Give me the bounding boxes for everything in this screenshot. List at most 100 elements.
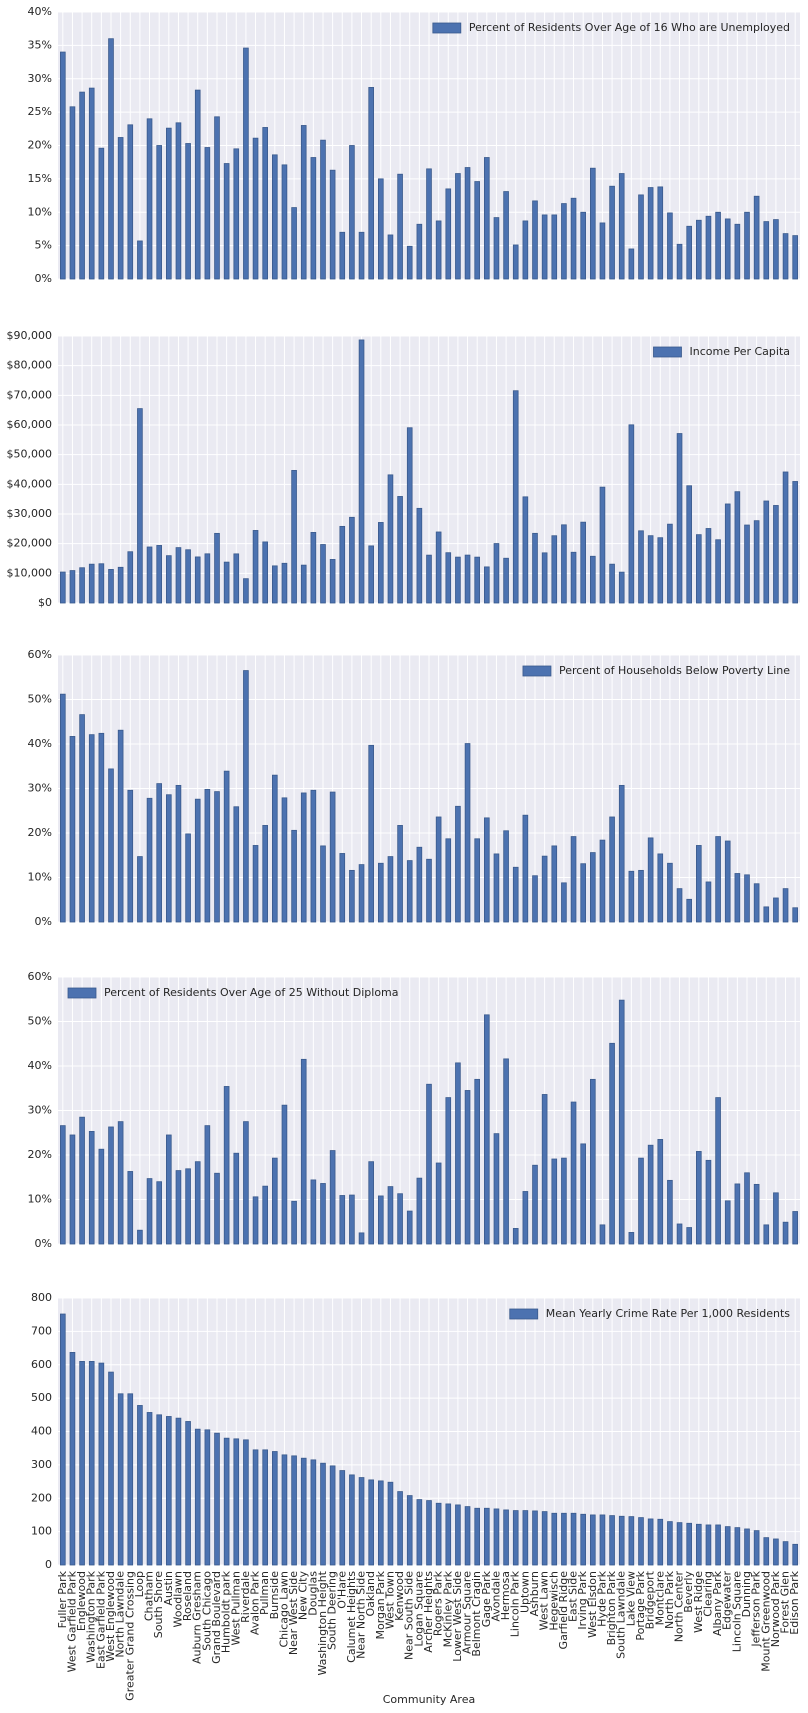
bar xyxy=(320,139,326,280)
bar xyxy=(108,768,114,923)
legend-swatch xyxy=(67,987,97,999)
x-tick-label: Edison Park xyxy=(788,1570,801,1634)
bar xyxy=(696,1151,702,1245)
x-tick-label: Forest Glen xyxy=(779,1571,792,1634)
bar xyxy=(349,1194,355,1245)
bar xyxy=(368,87,374,280)
bar xyxy=(590,1078,596,1245)
x-tick-label: Roseland xyxy=(181,1571,194,1621)
x-tick-label: North Lawndale xyxy=(114,1571,127,1658)
x-tick-label: Grand Boulevard xyxy=(210,1571,223,1664)
x-tick-label: McKinley Park xyxy=(441,1570,454,1647)
bar xyxy=(724,840,731,923)
y-tick-label: 50% xyxy=(28,1015,52,1028)
bar xyxy=(503,191,509,280)
x-tick-label: Woodlawn xyxy=(171,1571,184,1627)
y-tick-label: 600 xyxy=(31,1358,52,1371)
y-tick-label: 30% xyxy=(28,72,52,85)
bar xyxy=(88,1131,95,1245)
bar xyxy=(493,217,500,280)
bar xyxy=(455,556,461,604)
y-tick-label: 15% xyxy=(28,172,52,185)
bar xyxy=(185,549,191,604)
bar xyxy=(609,563,615,604)
bar xyxy=(474,838,480,923)
bar xyxy=(252,137,259,280)
bar xyxy=(445,1503,452,1566)
x-tick-label: Uptown xyxy=(518,1571,531,1613)
bar xyxy=(705,215,712,280)
x-tick-label: Brighton Park xyxy=(605,1570,618,1645)
legend-label: Income Per Capita xyxy=(689,345,790,358)
bar xyxy=(426,554,432,604)
bar xyxy=(590,1514,596,1566)
bar xyxy=(532,1510,538,1566)
bar xyxy=(763,906,770,923)
x-tick-label: South Chicago xyxy=(200,1571,213,1651)
bar xyxy=(464,743,471,923)
bar xyxy=(667,862,673,923)
bar xyxy=(79,1361,85,1566)
bar xyxy=(175,1417,182,1566)
bar xyxy=(406,860,413,923)
bar xyxy=(667,1179,673,1245)
y-tick-label: $0 xyxy=(38,596,52,609)
x-tick-label: North Park xyxy=(663,1570,676,1629)
bar xyxy=(580,1143,586,1245)
bar xyxy=(561,882,567,923)
bar xyxy=(349,1474,355,1566)
x-tick-label: Avondale xyxy=(489,1571,502,1622)
bar xyxy=(541,214,548,280)
bar xyxy=(753,1183,760,1245)
bar xyxy=(88,563,95,604)
bar xyxy=(243,578,249,604)
bar xyxy=(60,51,66,280)
bar xyxy=(464,1506,471,1566)
y-tick-label: $40,000 xyxy=(7,477,53,490)
bar xyxy=(657,186,664,280)
x-tick-label: Austin xyxy=(162,1571,175,1606)
bar xyxy=(435,1502,442,1566)
bar xyxy=(474,181,480,280)
y-tick-label: 50% xyxy=(28,693,52,706)
bar xyxy=(281,797,288,923)
bar xyxy=(108,1126,114,1245)
bar xyxy=(522,220,529,280)
bar xyxy=(705,528,712,604)
bar xyxy=(339,525,346,604)
bar xyxy=(551,214,558,280)
bar xyxy=(455,173,461,280)
bar xyxy=(223,561,230,604)
bar xyxy=(108,569,114,604)
x-tick-label: South Deering xyxy=(326,1571,339,1650)
bar xyxy=(320,544,326,604)
bar xyxy=(194,1428,201,1566)
bar xyxy=(474,556,480,604)
x-tick-label: Dunning xyxy=(740,1571,753,1617)
x-tick-label: Washington Height xyxy=(316,1570,329,1675)
bar xyxy=(406,1210,413,1245)
bar xyxy=(676,1522,683,1566)
bar xyxy=(435,531,442,604)
x-tick-label: Portage Park xyxy=(634,1570,647,1640)
bar xyxy=(272,565,278,604)
legend-swatch xyxy=(522,665,552,677)
bar xyxy=(484,1507,490,1566)
bar xyxy=(628,248,635,280)
bar xyxy=(724,503,731,604)
bar xyxy=(406,1495,413,1566)
y-tick-label: $80,000 xyxy=(7,359,53,372)
bar xyxy=(753,195,760,280)
bar xyxy=(223,1437,230,1566)
bar xyxy=(98,147,105,280)
bar xyxy=(243,1121,249,1245)
legend-label: Percent of Households Below Poverty Line xyxy=(559,664,790,677)
bar xyxy=(397,825,403,923)
bar xyxy=(60,1125,66,1245)
bar xyxy=(252,845,259,923)
bar xyxy=(561,524,567,604)
y-tick-label: 700 xyxy=(31,1324,52,1337)
x-tick-label: West Englewood xyxy=(104,1571,117,1662)
bar xyxy=(696,845,702,923)
y-tick-label: 300 xyxy=(31,1458,52,1471)
